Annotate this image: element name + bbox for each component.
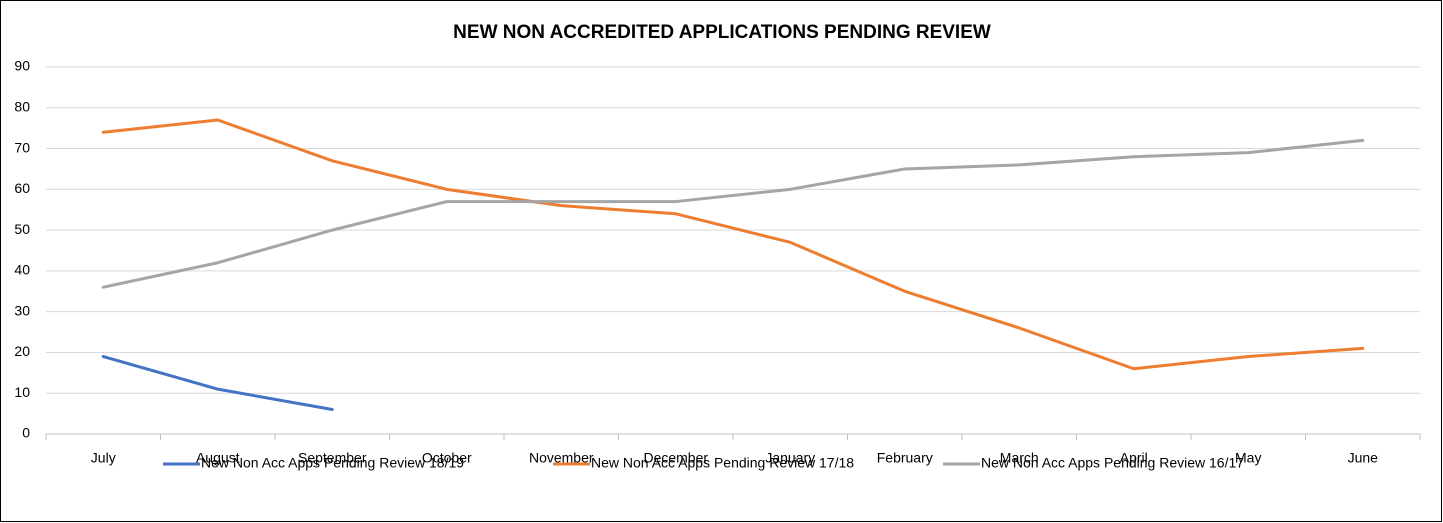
y-tick-label: 30 [14,302,30,318]
y-tick-label: 70 [14,139,30,155]
series-line [101,138,1365,289]
legend-label: New Non Acc Apps Pending Review 16/17 [981,455,1244,471]
y-tick-label: 20 [14,343,30,359]
series-line [101,118,1365,371]
y-tick-label: 80 [14,98,30,114]
x-tick-label: November [529,450,594,466]
x-tick-label: March [1000,450,1039,466]
x-tick-label: December [643,450,708,466]
x-tick-label: October [422,450,472,466]
y-tick-label: 90 [14,58,30,74]
x-tick-label: May [1235,450,1261,466]
legend-label: New Non Acc Apps Pending Review 17/18 [591,455,854,471]
x-tick-label: April [1120,450,1148,466]
x-tick-label: January [765,450,815,466]
x-tick-label: September [298,450,367,466]
y-tick-label: 40 [14,262,30,278]
chart-title: NEW NON ACCREDITED APPLICATIONS PENDING … [453,22,991,43]
x-tick-label: June [1348,450,1379,466]
x-tick-label: July [91,450,116,466]
legend-label: New Non Acc Apps Pending Review 18/19 [201,455,464,471]
x-tick-label: February [877,450,933,466]
series-line [101,355,334,412]
y-tick-label: 60 [14,180,30,196]
x-tick-label: August [196,450,240,466]
y-tick-label: 10 [14,384,30,400]
y-tick-label: 0 [22,425,30,441]
y-tick-label: 50 [14,221,30,237]
